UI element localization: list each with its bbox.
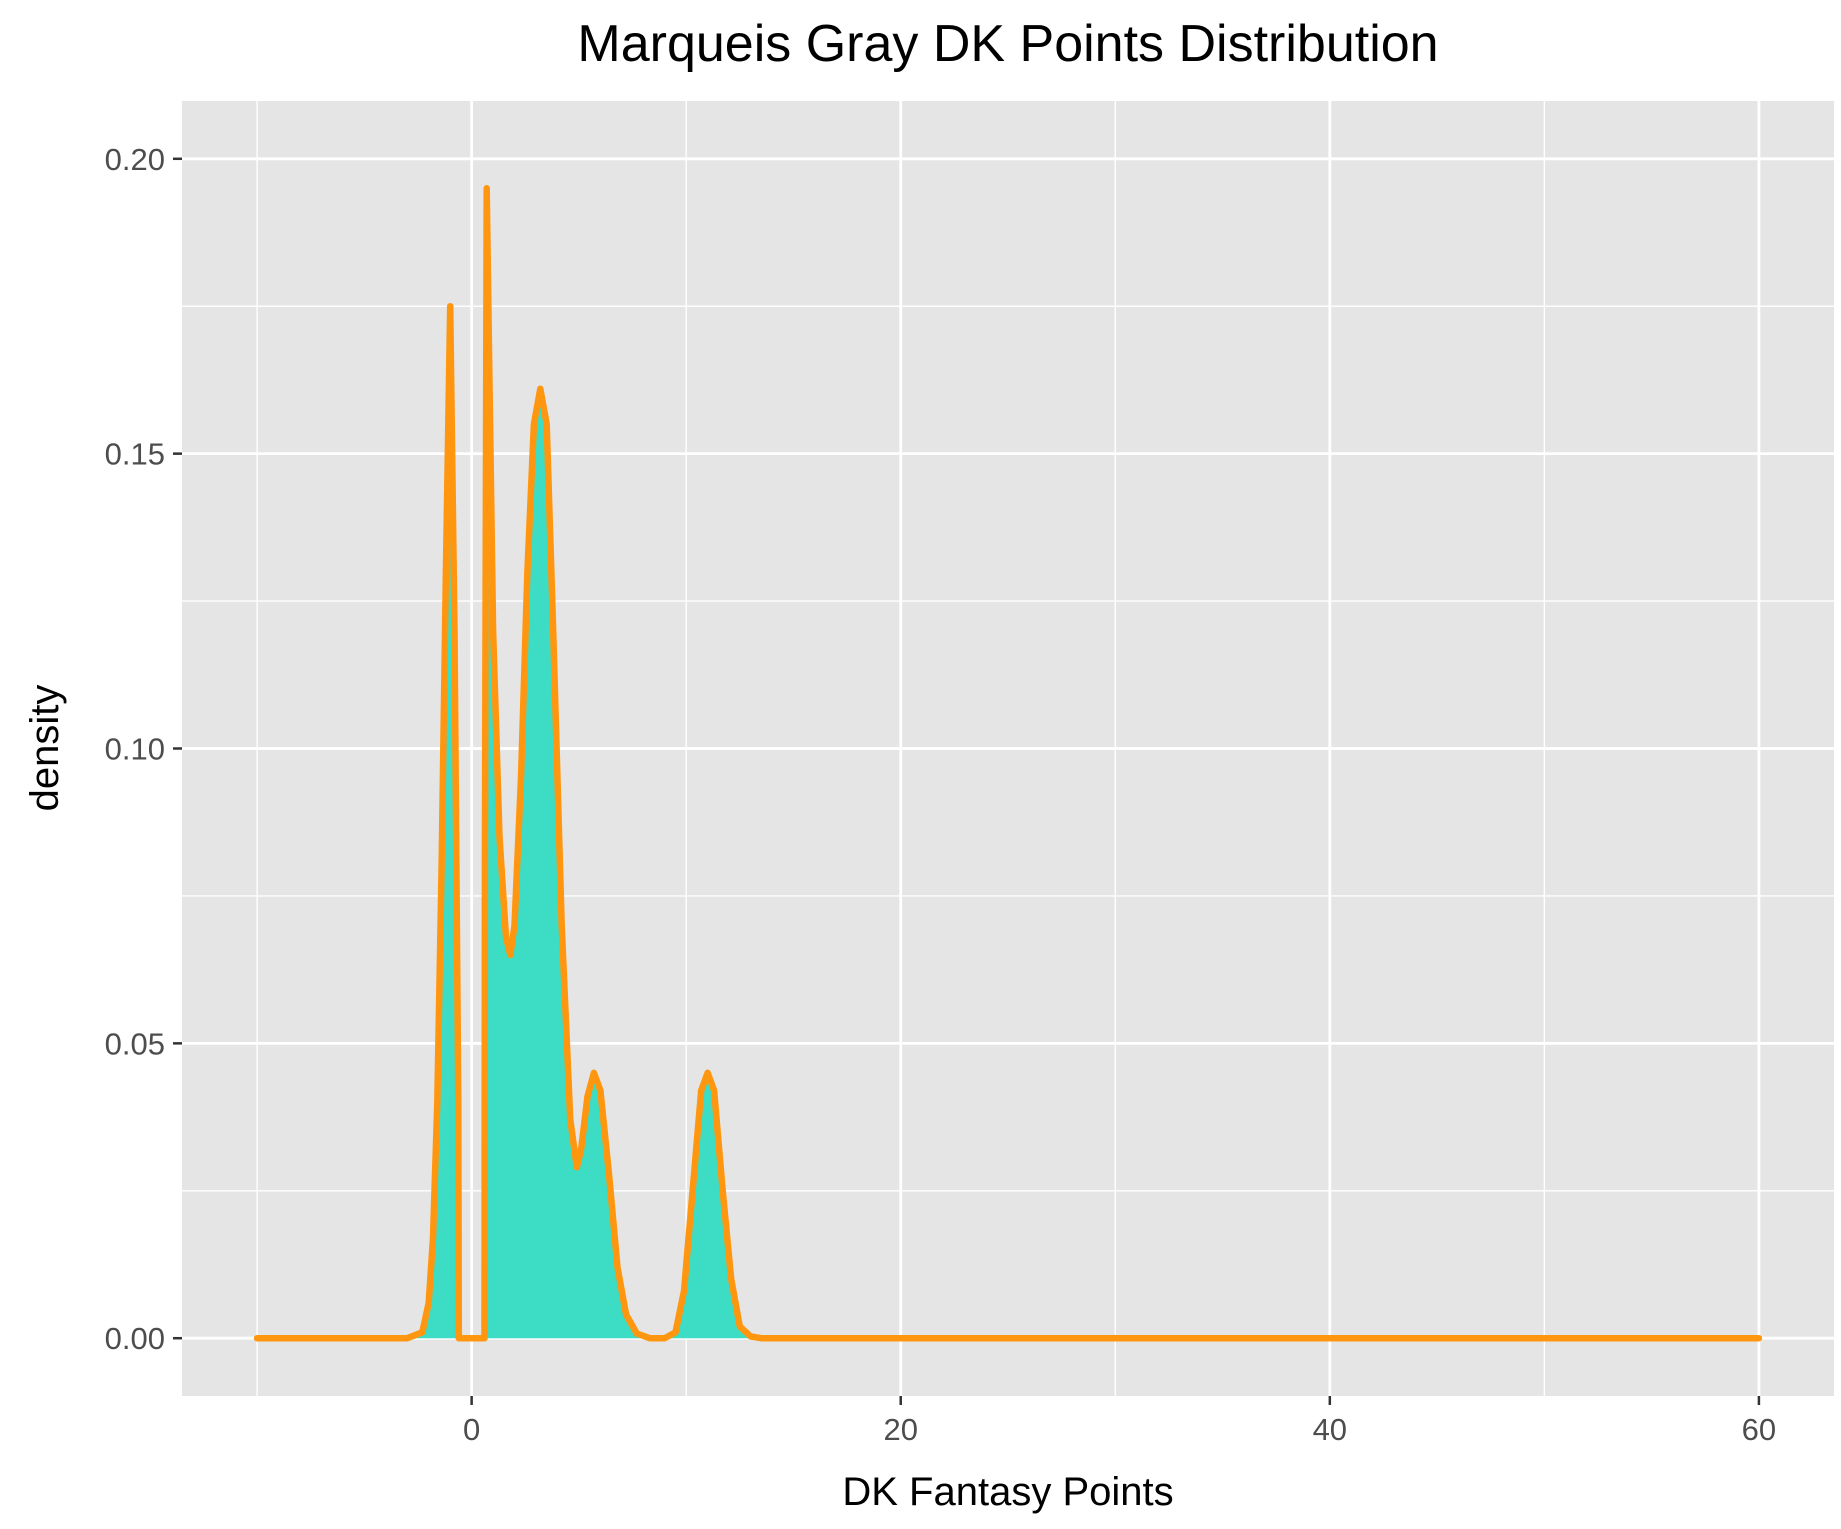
x-tick-label: 0: [463, 1412, 480, 1447]
density-outline: [253, 185, 1763, 1342]
y-tick-label: 0.10: [105, 732, 165, 767]
x-tick-label: 60: [1742, 1412, 1776, 1447]
y-tick-label: 0.00: [105, 1321, 165, 1356]
density-layer: [253, 185, 1763, 1342]
x-axis-title: DK Fantasy Points: [842, 1470, 1173, 1514]
y-tick-label: 0.05: [105, 1026, 165, 1061]
y-tick-label: 0.20: [105, 142, 165, 177]
y-axis-title: density: [23, 685, 67, 812]
axis-ticks: 0 20 40 60 0.00 0.05 0.10 0.15 0.20: [105, 142, 1776, 1447]
grid-lines: [182, 101, 1834, 1396]
x-tick-label: 40: [1313, 1412, 1347, 1447]
chart-title: Marqueis Gray DK Points Distribution: [577, 15, 1438, 73]
x-tick-label: 20: [883, 1412, 917, 1447]
y-tick-label: 0.15: [105, 437, 165, 472]
